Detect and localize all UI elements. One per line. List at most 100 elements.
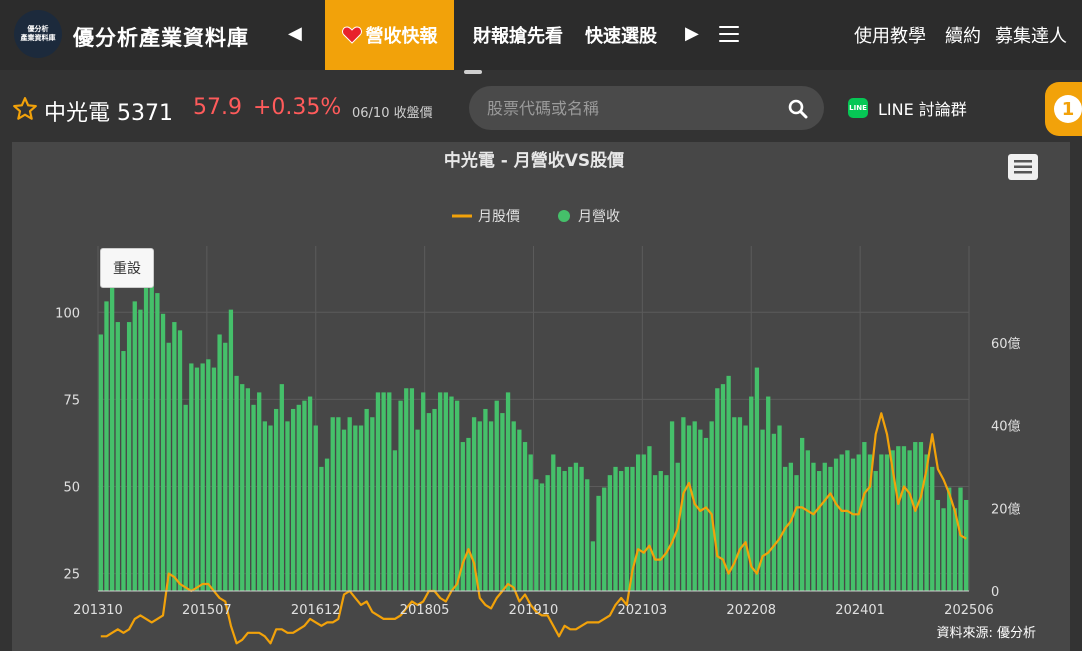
- revenue-bar: [873, 471, 878, 591]
- tabs-scroll-left-icon[interactable]: ◀: [288, 23, 302, 44]
- revenue-bar: [483, 408, 488, 591]
- revenue-bar: [715, 388, 720, 591]
- notification-tab[interactable]: 1: [1045, 82, 1082, 136]
- revenue-bar: [477, 421, 482, 591]
- data-source-note: 資料來源: 優分析: [936, 626, 1036, 641]
- revenue-bar: [166, 342, 171, 591]
- menu-icon[interactable]: [719, 26, 739, 42]
- nav-tutorial[interactable]: 使用教學: [854, 26, 926, 47]
- x-tick-label: 202401: [835, 603, 885, 618]
- revenue-bar: [421, 392, 426, 591]
- revenue-bar: [471, 417, 477, 591]
- revenue-bar: [630, 466, 635, 591]
- revenue-bar: [602, 487, 607, 591]
- revenue-bar: [805, 450, 810, 591]
- revenue-bar: [539, 483, 545, 591]
- revenue-bar: [856, 454, 861, 591]
- revenue-bar: [279, 384, 284, 591]
- brand-title[interactable]: 優分析產業資料庫: [73, 26, 249, 50]
- search-icon[interactable]: [788, 99, 808, 119]
- revenue-bar: [918, 442, 924, 591]
- revenue-bar: [324, 458, 330, 591]
- revenue-bar: [652, 475, 658, 591]
- tab-scroll-indicator: [464, 70, 482, 74]
- line-group-link[interactable]: LINE LINE 討論群: [848, 96, 967, 120]
- tab-quick-screener[interactable]: 快速選股: [585, 0, 665, 70]
- y-left-tick-label: 75: [63, 393, 80, 408]
- brand-logo[interactable]: 優分析 產業資料庫: [14, 10, 62, 58]
- revenue-bar: [579, 466, 584, 591]
- revenue-bar: [720, 384, 726, 591]
- revenue-bar: [568, 466, 573, 591]
- search-input[interactable]: [487, 95, 777, 121]
- legend-item-price[interactable]: 月股價: [452, 208, 520, 225]
- revenue-bar: [686, 425, 692, 591]
- reset-zoom-button[interactable]: 重設: [100, 248, 154, 288]
- revenue-bar: [862, 442, 867, 591]
- revenue-bar: [664, 475, 669, 591]
- revenue-bar: [347, 417, 352, 591]
- grid-layer: [97, 246, 970, 591]
- revenue-bar: [313, 425, 318, 591]
- revenue-bar: [172, 322, 177, 591]
- heart-icon: [341, 26, 362, 44]
- revenue-bar: [285, 421, 290, 591]
- chart-title: 中光電 - 月營收VS股價: [444, 150, 625, 171]
- x-tick-label: 201805: [400, 603, 450, 618]
- revenue-bar: [138, 309, 143, 591]
- revenue-bar: [200, 363, 205, 591]
- tab-earnings-preview[interactable]: 財報搶先看: [463, 0, 573, 70]
- revenue-bar: [822, 462, 827, 591]
- revenue-bar: [409, 388, 415, 591]
- revenue-bar: [732, 417, 737, 591]
- revenue-bar: [488, 421, 494, 591]
- revenue-bar: [370, 417, 375, 591]
- revenue-bar: [522, 442, 528, 591]
- revenue-bar: [681, 417, 686, 591]
- revenue-bar: [183, 404, 188, 591]
- revenue-bar: [517, 429, 522, 591]
- tab-label: 營收快報: [365, 26, 438, 47]
- revenue-bar: [381, 392, 386, 591]
- top-navbar: 優分析 產業資料庫 優分析產業資料庫 ◀ 營收快報 財報搶先看 快速選股 ▶ 使…: [0, 0, 1082, 74]
- y-right-tick-label: 40億: [991, 419, 1021, 435]
- stock-name-code: 中光電 5371: [44, 101, 173, 126]
- revenue-bar: [833, 458, 839, 591]
- revenue-bar: [353, 425, 358, 591]
- nav-recruit-experts[interactable]: 募集達人: [995, 26, 1067, 47]
- revenue-bar: [590, 541, 596, 591]
- revenue-bar: [392, 450, 398, 591]
- stock-info-bar: 中光電 5371 57.9 +0.35% 06/10 收盤價 LINE LINE…: [0, 74, 1082, 142]
- revenue-bar: [155, 293, 160, 591]
- revenue-bar: [449, 396, 454, 591]
- revenue-bar: [890, 450, 895, 591]
- revenue-bar: [245, 388, 251, 591]
- legend-item-revenue[interactable]: 月營收: [558, 209, 620, 225]
- revenue-bar: [194, 367, 200, 591]
- chart-context-menu-button[interactable]: [1008, 154, 1038, 180]
- revenue-bar: [771, 433, 777, 591]
- revenue-bar: [760, 429, 765, 591]
- revenue-bar: [500, 413, 505, 591]
- revenue-bar: [296, 404, 301, 591]
- revenue-bar: [268, 425, 273, 591]
- revenue-bar: [217, 334, 222, 591]
- revenue-bar: [766, 396, 771, 591]
- revenue-bar: [460, 442, 465, 591]
- tabs-scroll-right-icon[interactable]: ▶: [685, 23, 699, 44]
- revenue-bar: [274, 408, 279, 591]
- revenue-bar: [573, 462, 579, 591]
- revenue-bar: [223, 342, 228, 591]
- revenue-bar: [505, 392, 511, 591]
- revenue-bar: [115, 322, 120, 591]
- revenue-bar: [121, 351, 126, 591]
- y-left-tick-label: 100: [55, 306, 80, 321]
- favorite-star-icon[interactable]: [12, 96, 38, 122]
- revenue-bar: [884, 454, 890, 591]
- tab-revenue-flash[interactable]: 營收快報: [325, 0, 454, 70]
- revenue-bar: [845, 450, 850, 591]
- revenue-bar: [867, 454, 873, 591]
- legend-label-price: 月股價: [478, 208, 520, 225]
- nav-renew[interactable]: 續約: [945, 26, 981, 47]
- revenue-bar: [494, 400, 499, 591]
